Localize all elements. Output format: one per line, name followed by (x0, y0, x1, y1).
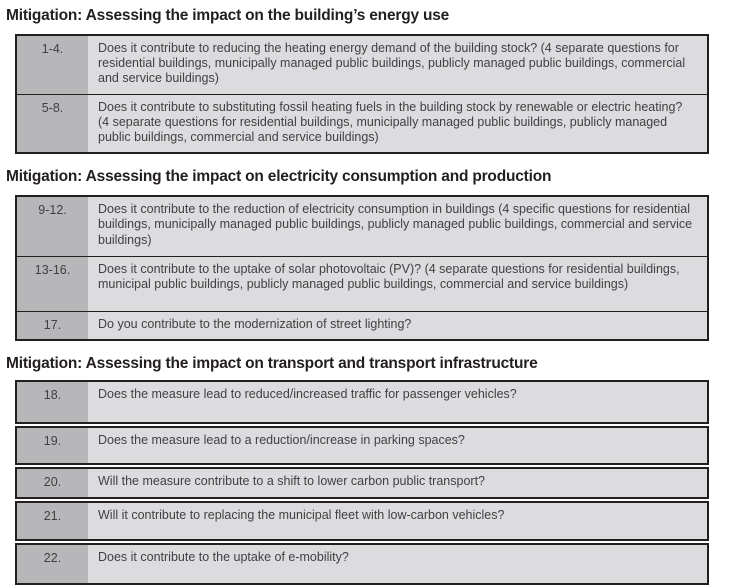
question-text-cell: Does it contribute to the reduction of e… (88, 197, 707, 257)
question-row: 5-8. Does it contribute to substituting … (17, 93, 707, 153)
question-row: 17. Do you contribute to the modernizati… (17, 311, 707, 340)
question-number-cell: 5-8. (17, 94, 88, 153)
question-row: 21. Will it contribute to replacing the … (15, 500, 709, 541)
question-number-cell: 22. (17, 544, 88, 583)
question-row: 18. Does the measure lead to reduced/inc… (15, 380, 709, 425)
question-text-cell: Does it contribute to the uptake of e-mo… (88, 544, 707, 583)
question-number-cell: 13-16. (17, 257, 88, 312)
question-section: Mitigation: Assessing the impact on tran… (6, 354, 731, 585)
section-heading: Mitigation: Assessing the impact on elec… (6, 168, 552, 186)
question-text-cell: Does it contribute to reducing the heati… (88, 36, 707, 94)
question-table: 18. Does the measure lead to reduced/inc… (15, 380, 709, 585)
question-row: 19. Does the measure lead to a reduction… (15, 426, 709, 466)
question-text-cell: Do you contribute to the modernization o… (88, 312, 707, 340)
question-row: 20. Will the measure contribute to a shi… (15, 467, 709, 499)
question-number-cell: 20. (17, 469, 88, 497)
question-number-cell: 17. (17, 312, 88, 340)
question-text-cell: Does the measure lead to reduced/increas… (88, 382, 707, 423)
section-heading: Mitigation: Assessing the impact on tran… (6, 355, 538, 373)
question-section: Mitigation: Assessing the impact on the … (6, 6, 731, 155)
question-text-cell: Does it contribute to substituting fossi… (88, 94, 707, 153)
question-row: 1-4. Does it contribute to reducing the … (17, 36, 707, 94)
question-row: 9-12. Does it contribute to the reductio… (17, 197, 707, 257)
question-number-cell: 18. (17, 382, 88, 423)
question-number-cell: 19. (17, 428, 88, 464)
question-table: 9-12. Does it contribute to the reductio… (15, 195, 709, 342)
question-number-cell: 9-12. (17, 197, 88, 257)
section-heading: Mitigation: Assessing the impact on the … (6, 7, 450, 24)
question-text-cell: Will the measure contribute to a shift t… (88, 469, 707, 497)
question-row: 13-16. Does it contribute to the uptake … (17, 256, 707, 312)
question-text-cell: Does the measure lead to a reduction/inc… (88, 428, 707, 464)
question-table: 1-4. Does it contribute to reducing the … (15, 34, 709, 155)
question-number-cell: 21. (17, 502, 88, 539)
question-text-cell: Does it contribute to the uptake of sola… (88, 257, 707, 312)
question-row: 22. Does it contribute to the uptake of … (15, 542, 709, 585)
sections-container: Mitigation: Assessing the impact on the … (6, 6, 731, 585)
question-number-cell: 1-4. (17, 36, 88, 94)
question-text-cell: Will it contribute to replacing the muni… (88, 502, 707, 539)
question-section: Mitigation: Assessing the impact on elec… (6, 167, 731, 342)
